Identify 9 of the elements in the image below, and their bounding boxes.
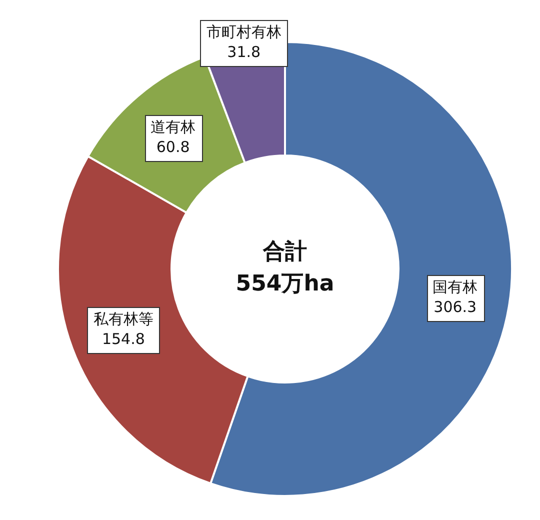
- slice-label: 市町村有林: [206, 22, 282, 41]
- data-label: 60.8: [156, 138, 190, 156]
- slice-label: 私有林等: [93, 310, 154, 328]
- data-label: 31.8: [227, 42, 261, 61]
- slice-label: 国有林: [432, 278, 478, 296]
- data-label: 154.8: [102, 330, 145, 348]
- text: 合計 554万ha: [236, 240, 334, 297]
- slice-label: 道有林: [150, 118, 196, 136]
- data-label: 306.3: [434, 298, 477, 316]
